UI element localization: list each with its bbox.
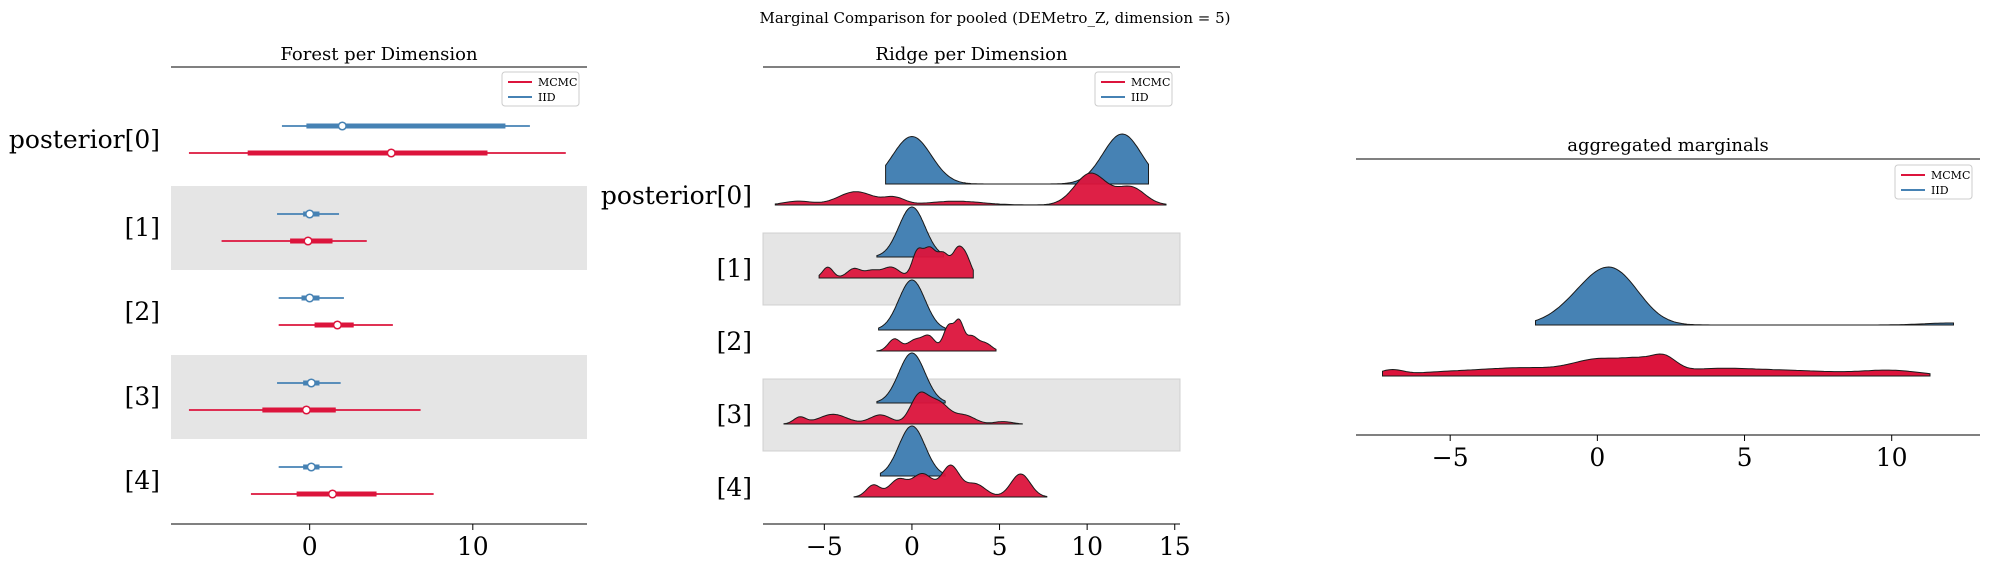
ridge-iid: [876, 206, 944, 258]
ridge-mcmc: [774, 172, 1167, 206]
y-tick-label: [3]: [125, 382, 160, 411]
ridge-mcmc: [876, 318, 997, 352]
density-iid: [1535, 266, 1954, 326]
point-estimate: [327, 489, 338, 499]
point-estimate: [301, 405, 311, 415]
row-band: [171, 355, 587, 439]
ridge-mcmc: [783, 391, 1023, 425]
x-tick-label: 10: [457, 532, 489, 561]
x-tick-label: 0: [1589, 443, 1605, 472]
ridge-mcmc: [818, 245, 974, 279]
point-estimate: [306, 378, 316, 388]
aggregated-panel: aggregated marginals −5 0 5 10 MCMC IID: [1356, 135, 1980, 472]
legend-label-iid: IID: [538, 91, 556, 104]
legend-label-mcmc: MCMC: [538, 76, 577, 89]
y-tick-label: [1]: [125, 213, 160, 242]
legend-label-mcmc: MCMC: [1131, 76, 1170, 89]
point-estimate: [303, 236, 313, 246]
y-tick-label: [4]: [717, 473, 752, 502]
x-tick-label: 15: [1159, 532, 1191, 561]
x-tick-label: 10: [1876, 443, 1908, 472]
legend-label-iid: IID: [1931, 184, 1949, 197]
y-tick-label: posterior[0]: [9, 125, 160, 154]
panel-title: aggregated marginals: [1567, 135, 1768, 156]
x-tick-label: 0: [904, 532, 920, 561]
point-estimate: [305, 209, 315, 219]
ridge-iid: [876, 352, 946, 404]
row-band: [171, 186, 587, 270]
figure-suptitle: Marginal Comparison for pooled (DEMetro_…: [759, 9, 1230, 27]
panel-title: Forest per Dimension: [280, 44, 478, 65]
point-estimate: [305, 293, 315, 303]
row-band: [762, 378, 1181, 452]
panel-title: Ridge per Dimension: [875, 44, 1068, 65]
legend-label-iid: IID: [1131, 91, 1149, 104]
x-tick-label: 5: [1737, 443, 1753, 472]
y-tick-label: posterior[0]: [601, 181, 752, 210]
legend-label-mcmc: MCMC: [1931, 169, 1970, 182]
ridge-iid: [879, 425, 946, 477]
point-estimate: [337, 121, 347, 131]
y-tick-label: [4]: [125, 466, 160, 495]
x-tick-label: −5: [806, 532, 843, 561]
density-mcmc: [1382, 353, 1931, 377]
y-tick-label: [3]: [717, 400, 752, 429]
x-tick-label: −5: [1432, 443, 1469, 472]
point-estimate: [306, 462, 316, 472]
y-tick-label: [1]: [717, 254, 752, 283]
point-estimate: [386, 148, 396, 158]
y-tick-label: [2]: [125, 297, 160, 326]
y-tick-label: [2]: [717, 327, 752, 356]
point-estimate: [332, 320, 342, 330]
ridge-panel: Ridge per Dimension posterior[0] [1] [2] [3]…: [601, 44, 1191, 561]
x-tick-label: 10: [1071, 532, 1103, 561]
x-tick-label: 0: [302, 532, 318, 561]
forest-panel: Forest per Dimension posterior[0] [1] [2] [3…: [9, 44, 587, 561]
ridge-iid: [878, 279, 946, 331]
ridge-mcmc: [853, 464, 1048, 498]
x-tick-label: 5: [992, 532, 1008, 561]
ridge-iid: [885, 133, 1149, 185]
